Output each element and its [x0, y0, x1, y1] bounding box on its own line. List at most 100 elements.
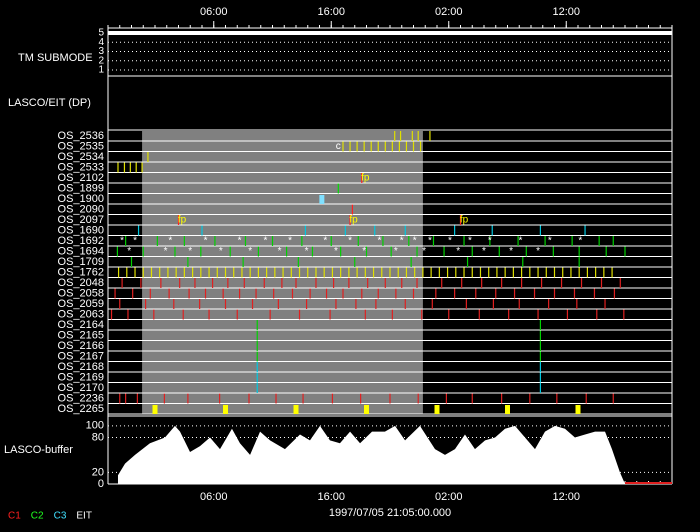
row-label: OS_2058 [58, 287, 104, 299]
buffer-tick-label: 100 [86, 420, 104, 432]
legend-item: C1 [8, 511, 21, 522]
event-symbol: * [219, 246, 223, 257]
event-symbol: * [348, 236, 352, 247]
event-block [293, 405, 299, 414]
row-label: OS_2533 [58, 161, 104, 173]
row-label: OS_2236 [58, 392, 104, 404]
date-label: 1997/07/05 21:05:00.000 [329, 507, 451, 519]
row-label: OS_1900 [58, 193, 104, 205]
row-label: OS_1692 [58, 235, 104, 247]
row-label: OS_1899 [58, 182, 104, 194]
event-symbol: * [548, 236, 552, 247]
event-symbol: * [164, 246, 168, 257]
event-symbol: * [204, 236, 208, 247]
event-symbol: * [468, 236, 472, 247]
row-label: OS_2534 [58, 151, 104, 163]
event-symbol: * [482, 246, 486, 257]
buffer-area [117, 425, 626, 484]
submode-level-label: 2 [98, 55, 104, 66]
event-symbol: * [448, 236, 452, 247]
row-label: OS_2090 [58, 203, 104, 215]
event-symbol: * [238, 236, 242, 247]
row-label: OS_1762 [58, 266, 104, 278]
row-label: OS_2169 [58, 371, 104, 383]
row-label: OS_1690 [58, 224, 104, 236]
x-tick-label-top: 12:00 [552, 6, 580, 18]
event-symbol: * [248, 246, 252, 257]
event-symbol: * [518, 236, 522, 247]
legend-item: EIT [76, 511, 92, 522]
event-symbol: * [334, 246, 338, 257]
event-symbol: fp [460, 215, 469, 226]
row-label: OS_2167 [58, 350, 104, 362]
event-symbol: c [336, 141, 341, 152]
event-symbol: * [456, 246, 460, 257]
row-label: OS_2164 [58, 319, 104, 331]
event-block [575, 405, 581, 414]
x-tick-label-bottom: 02:00 [435, 491, 463, 503]
buffer-label: LASCO-buffer [4, 444, 73, 456]
event-symbol: * [400, 236, 404, 247]
buffer-tick-label: 0 [98, 478, 104, 490]
event-symbol: fp [178, 215, 187, 226]
event-block [152, 405, 158, 414]
row-label: OS_2265 [58, 403, 104, 415]
event-symbol: * [305, 246, 309, 257]
event-block [319, 195, 325, 204]
event-symbol: * [120, 236, 124, 247]
row-label: OS_2063 [58, 308, 104, 320]
section-label: LASCO/EIT (DP) [8, 97, 91, 109]
submode-value [108, 31, 672, 35]
event-symbol: * [488, 236, 492, 247]
event-symbol: * [413, 236, 417, 247]
row-label: OS_2048 [58, 277, 104, 289]
row-label: OS_2165 [58, 329, 104, 341]
x-tick-label-top: 02:00 [435, 6, 463, 18]
row-label: OS_1694 [58, 245, 104, 257]
buffer-tick-label: 20 [92, 466, 104, 478]
submode-label: TM SUBMODE [18, 52, 93, 64]
event-symbol: * [578, 236, 582, 247]
event-symbol: * [509, 246, 513, 257]
event-symbol: * [377, 236, 381, 247]
event-block [364, 405, 369, 414]
legend-item: C3 [54, 511, 67, 522]
row-label: OS_2059 [58, 298, 104, 310]
buffer-tick-label: 80 [92, 431, 104, 443]
event-symbol: * [394, 246, 398, 257]
event-symbol: * [133, 236, 137, 247]
event-symbol: * [263, 236, 267, 247]
row-label: OS_2170 [58, 382, 104, 394]
event-block [223, 405, 228, 414]
event-block [505, 405, 510, 414]
x-tick-label-bottom: 06:00 [200, 491, 228, 503]
event-symbol: * [323, 236, 327, 247]
x-tick-label-top: 16:00 [317, 6, 345, 18]
event-symbol: * [168, 236, 172, 247]
submode-level-label: 3 [98, 46, 104, 57]
submode-level-label: 5 [98, 28, 104, 39]
event-symbol: * [422, 246, 426, 257]
event-symbol: fp [349, 215, 358, 226]
row-label: OS_2535 [58, 140, 104, 152]
x-tick-label-bottom: 16:00 [317, 491, 345, 503]
event-symbol: * [536, 246, 540, 257]
event-symbol: * [278, 246, 282, 257]
submode-level-label: 1 [98, 65, 104, 76]
submode-level-label: 4 [98, 37, 104, 48]
x-tick-label-bottom: 12:00 [552, 491, 580, 503]
legend-item: C2 [31, 511, 44, 522]
event-symbol: * [428, 236, 432, 247]
event-symbol: * [127, 246, 131, 257]
row-label: OS_2166 [58, 340, 104, 352]
x-tick-label-top: 06:00 [200, 6, 228, 18]
row-label: OS_2168 [58, 361, 104, 373]
row-label: OS_2536 [58, 130, 104, 142]
event-symbol: * [362, 246, 366, 257]
event-block [434, 405, 440, 414]
event-symbol: fp [361, 173, 370, 184]
event-symbol: * [188, 246, 192, 257]
row-label: OS_1709 [58, 256, 104, 268]
row-label: OS_2097 [58, 214, 104, 226]
